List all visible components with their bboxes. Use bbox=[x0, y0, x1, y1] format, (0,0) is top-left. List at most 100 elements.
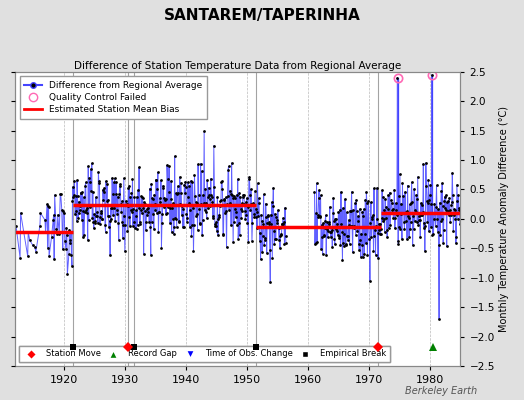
Point bbox=[161, 197, 169, 203]
Point bbox=[78, 216, 86, 223]
Point bbox=[356, 253, 365, 260]
Point bbox=[254, 180, 262, 186]
Point bbox=[136, 207, 145, 214]
Point bbox=[81, 209, 89, 216]
Point bbox=[393, 74, 401, 81]
Point bbox=[396, 226, 405, 232]
Point bbox=[320, 232, 328, 238]
Point bbox=[158, 219, 166, 226]
Point bbox=[208, 194, 216, 200]
Point bbox=[186, 207, 194, 214]
Point bbox=[63, 271, 72, 278]
Point bbox=[82, 179, 90, 186]
Point bbox=[277, 232, 286, 239]
Point bbox=[276, 245, 284, 251]
Point bbox=[129, 222, 137, 229]
Point bbox=[383, 234, 391, 240]
Point bbox=[318, 222, 326, 228]
Point bbox=[425, 228, 433, 234]
Point bbox=[232, 209, 241, 215]
Point bbox=[211, 220, 219, 227]
Point bbox=[75, 210, 83, 216]
Point bbox=[357, 230, 365, 237]
Point bbox=[123, 201, 131, 207]
Point bbox=[336, 242, 345, 248]
Point bbox=[402, 218, 410, 224]
Point bbox=[155, 209, 163, 216]
Point bbox=[396, 171, 404, 177]
Point bbox=[78, 189, 86, 195]
Point bbox=[322, 212, 330, 218]
Point bbox=[223, 193, 232, 199]
Point bbox=[246, 207, 255, 214]
Point bbox=[340, 242, 348, 249]
Point bbox=[83, 204, 91, 211]
Point bbox=[226, 190, 235, 197]
Point bbox=[235, 190, 244, 196]
Point bbox=[345, 222, 353, 228]
Point bbox=[367, 199, 375, 206]
Point bbox=[243, 195, 251, 201]
Point bbox=[92, 213, 101, 219]
Point bbox=[187, 178, 195, 184]
Point bbox=[179, 224, 187, 230]
Point bbox=[243, 220, 252, 226]
Point bbox=[50, 256, 58, 262]
Point bbox=[36, 210, 45, 216]
Point bbox=[70, 192, 78, 198]
Point bbox=[188, 222, 196, 228]
Point bbox=[116, 181, 124, 188]
Point bbox=[388, 206, 397, 213]
Point bbox=[432, 182, 441, 188]
Point bbox=[447, 198, 456, 205]
Point bbox=[439, 239, 447, 246]
Point bbox=[61, 238, 69, 244]
Point bbox=[26, 237, 34, 244]
Point bbox=[206, 202, 214, 209]
Point bbox=[450, 212, 458, 218]
Point bbox=[189, 205, 197, 212]
Point bbox=[380, 207, 388, 213]
Point bbox=[97, 210, 105, 216]
Point bbox=[183, 215, 192, 222]
Point bbox=[430, 215, 438, 222]
Point bbox=[73, 192, 82, 199]
Point bbox=[311, 241, 319, 247]
Point bbox=[66, 240, 74, 246]
Point bbox=[330, 218, 338, 224]
Point bbox=[111, 175, 119, 182]
Point bbox=[257, 218, 266, 224]
Point bbox=[89, 218, 97, 225]
Point bbox=[384, 192, 392, 198]
Point bbox=[410, 218, 419, 224]
Point bbox=[49, 216, 57, 223]
Point bbox=[263, 220, 271, 226]
Point bbox=[130, 218, 138, 225]
Point bbox=[156, 195, 164, 201]
Point bbox=[148, 195, 157, 201]
Point bbox=[149, 210, 157, 217]
Point bbox=[209, 214, 217, 221]
Point bbox=[184, 179, 192, 186]
Point bbox=[237, 215, 245, 222]
Point bbox=[134, 187, 142, 193]
Point bbox=[315, 213, 324, 220]
Point bbox=[246, 192, 254, 199]
Point bbox=[446, 212, 455, 219]
Point bbox=[374, 255, 382, 262]
Point bbox=[270, 210, 279, 217]
Point bbox=[191, 193, 199, 200]
Point bbox=[90, 211, 99, 218]
Point bbox=[248, 237, 256, 244]
Point bbox=[330, 236, 339, 242]
Point bbox=[143, 212, 151, 218]
Point bbox=[203, 205, 212, 211]
Point bbox=[100, 185, 108, 191]
Point bbox=[329, 210, 337, 216]
Point bbox=[418, 212, 427, 218]
Point bbox=[163, 176, 172, 182]
Point bbox=[201, 207, 209, 213]
Point bbox=[105, 224, 113, 230]
Point bbox=[261, 237, 269, 244]
Point bbox=[128, 208, 136, 215]
